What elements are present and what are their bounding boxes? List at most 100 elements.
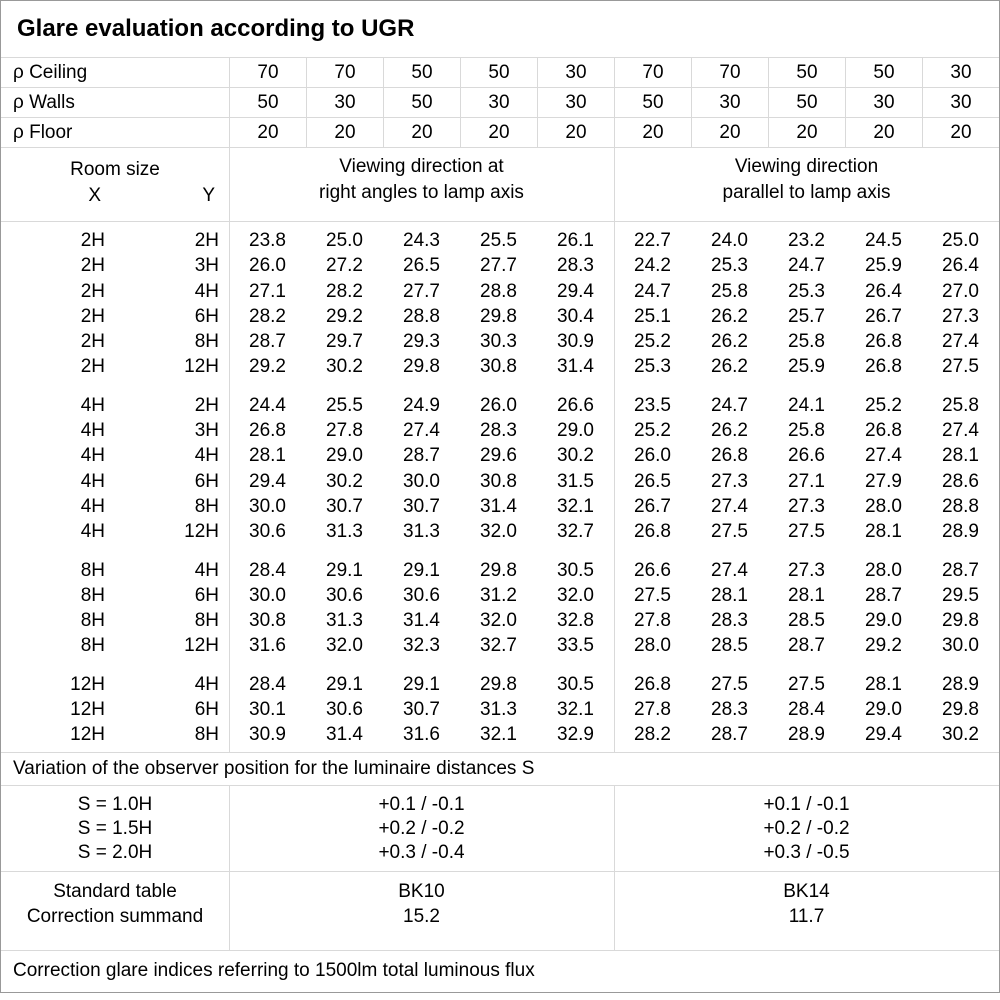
ugr-row: 2H 2H 23.8 25.0 24.3 25.5 26.1 22.7 24.0 23.2 24.5… — [1, 228, 999, 253]
room-y: 4H — [194, 280, 219, 302]
ugr-value: 27.3 — [711, 470, 748, 492]
ugr-value: 30.6 — [249, 521, 286, 543]
ugr-value: 28.2 — [249, 305, 286, 327]
ugr-value: 29.8 — [480, 559, 517, 581]
ugr-row: 2H 3H 26.0 27.2 26.5 27.7 28.3 24.2 25.3 24.7 25.9… — [1, 253, 999, 278]
ugr-value: 28.8 — [942, 495, 979, 517]
ugr-value: 24.5 — [865, 230, 902, 251]
room-x: 2H — [80, 356, 105, 378]
ugr-value: 25.8 — [942, 394, 979, 416]
s-left-value-3: +0.3 / -0.4 — [378, 842, 465, 863]
ugr-value: 27.8 — [634, 610, 671, 632]
room-y: 8H — [194, 495, 219, 517]
ugr-value: 27.2 — [326, 255, 363, 277]
ugr-group-8H: 8H 4H 28.4 29.1 29.1 29.8 30.5 26.6 27.4 27.3 28.0… — [1, 558, 999, 659]
ugr-value: 27.4 — [865, 445, 902, 467]
reflectance-value: 20 — [383, 118, 460, 147]
room-x: 8H — [80, 610, 105, 632]
reflectance-value: 30 — [537, 88, 614, 117]
room-size-axes: X Y — [1, 183, 229, 209]
ugr-value: 30.6 — [326, 584, 363, 606]
reflectance-label: ρ Walls — [13, 92, 75, 113]
summary-labels: Standard table Correction summand — [1, 879, 229, 950]
ugr-value: 24.4 — [249, 394, 286, 416]
reflectance-value: 30 — [922, 88, 999, 117]
reflectance-value: 70 — [691, 58, 768, 87]
room-y: 6H — [194, 699, 219, 721]
s-label-1: S = 1.0H — [77, 794, 153, 815]
ugr-value: 28.1 — [942, 445, 979, 467]
ugr-value: 24.7 — [634, 280, 671, 302]
ugr-value: 26.2 — [711, 356, 748, 378]
room-x: 12H — [70, 724, 105, 746]
ugr-value: 27.3 — [788, 495, 825, 517]
ugr-row: 8H 4H 28.4 29.1 29.1 29.8 30.5 26.6 27.4 27.3 28.0… — [1, 558, 999, 583]
ugr-value: 26.1 — [557, 230, 594, 251]
ugr-group-12H: 12H 4H 28.4 29.1 29.1 29.8 30.5 26.8 27.5 27.5 28.… — [1, 672, 999, 748]
ugr-value: 31.3 — [326, 521, 363, 543]
ugr-value: 25.8 — [788, 420, 825, 442]
room-y: 6H — [194, 470, 219, 492]
room-x: 8H — [80, 635, 105, 657]
ugr-value: 25.3 — [634, 356, 671, 378]
s-right-value-2: +0.2 / -0.2 — [763, 818, 850, 839]
correction-summand-right-value: 11.7 — [788, 906, 825, 927]
room-x: 2H — [80, 305, 105, 327]
ugr-table: 2H 2H 23.8 25.0 24.3 25.5 26.1 22.7 24.0 23.2 24.5… — [1, 222, 999, 753]
ugr-value: 26.8 — [711, 445, 748, 467]
ugr-value: 26.6 — [788, 445, 825, 467]
ugr-value: 30.2 — [942, 724, 979, 746]
ugr-row: 2H 6H 28.2 29.2 28.8 29.8 30.4 25.1 26.2 25.7 26.7… — [1, 304, 999, 329]
viewing-direction-left-line1: Viewing direction at — [339, 156, 504, 177]
ugr-value: 33.5 — [557, 635, 594, 657]
ugr-value: 27.3 — [788, 559, 825, 581]
ugr-value: 27.5 — [711, 521, 748, 543]
ugr-value: 25.1 — [634, 305, 671, 327]
ugr-value: 28.9 — [788, 724, 825, 746]
ugr-value: 26.8 — [865, 331, 902, 353]
ugr-value: 28.4 — [249, 673, 286, 695]
ugr-value: 31.4 — [403, 610, 440, 632]
reflectance-value: 50 — [768, 88, 845, 117]
ugr-value: 25.8 — [711, 280, 748, 302]
ugr-value: 27.5 — [942, 356, 979, 378]
ugr-value: 32.1 — [557, 699, 594, 721]
ugr-value: 27.8 — [326, 420, 363, 442]
ugr-value: 29.3 — [403, 331, 440, 353]
ugr-value: 32.0 — [326, 635, 363, 657]
ugr-value: 24.0 — [711, 230, 748, 251]
reflectance-value: 20 — [845, 118, 922, 147]
ugr-value: 25.8 — [788, 331, 825, 353]
ugr-value: 26.8 — [865, 356, 902, 378]
ugr-row: 4H 8H 30.0 30.7 30.7 31.4 32.1 26.7 27.4 27.3 28.0… — [1, 494, 999, 519]
ugr-value: 32.7 — [557, 521, 594, 543]
ugr-value: 26.7 — [865, 305, 902, 327]
ugr-value: 31.2 — [480, 584, 517, 606]
ugr-value: 30.5 — [557, 559, 594, 581]
ugr-value: 27.1 — [788, 470, 825, 492]
ugr-value: 30.1 — [249, 699, 286, 721]
reflectance-value: 20 — [614, 118, 691, 147]
room-y: 12H — [184, 521, 219, 543]
room-x: 2H — [80, 280, 105, 302]
ugr-value: 28.7 — [249, 331, 286, 353]
room-y: 6H — [194, 305, 219, 327]
ugr-value: 28.1 — [249, 445, 286, 467]
s-right-value-3: +0.3 / -0.5 — [763, 842, 850, 863]
ugr-value: 31.3 — [326, 610, 363, 632]
ugr-value: 29.4 — [865, 724, 902, 746]
reflectance-value: 70 — [306, 58, 383, 87]
ugr-value: 29.0 — [326, 445, 363, 467]
room-y: 2H — [194, 394, 219, 416]
ugr-value: 27.9 — [865, 470, 902, 492]
reflectance-value: 20 — [691, 118, 768, 147]
s-label-2: S = 1.5H — [77, 818, 153, 839]
reflectance-value: 30 — [537, 58, 614, 87]
ugr-value: 32.0 — [480, 521, 517, 543]
standard-table-right-value: BK14 — [783, 881, 830, 902]
room-x: 2H — [80, 331, 105, 353]
ugr-value: 29.8 — [942, 610, 979, 632]
ugr-value: 32.0 — [480, 610, 517, 632]
ugr-value: 28.1 — [788, 584, 825, 606]
